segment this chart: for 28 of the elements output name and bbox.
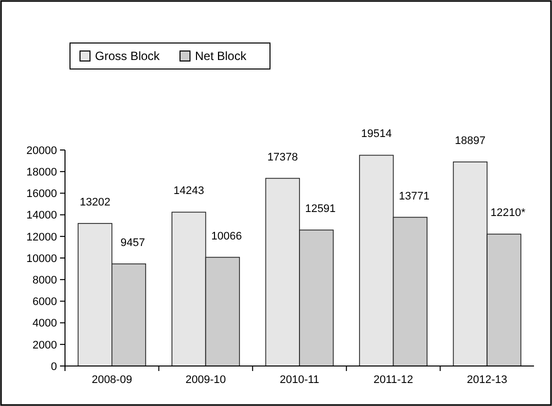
data-label: 19514 [361,128,392,140]
data-label: 13202 [80,196,110,208]
data-label: 18897 [454,134,486,147]
y-tick-label: 18000 [26,166,57,178]
y-tick-label: 10000 [26,252,57,265]
y-tick-label: 8000 [32,274,57,286]
x-tick-label: 2012-13 [466,374,508,386]
data-label: 12210* [490,207,526,220]
y-tick-label: 4000 [32,318,57,330]
y-tick-label: 6000 [32,296,57,308]
x-tick-label: 2008-09 [92,374,132,386]
y-tick-label: 12000 [26,231,57,244]
data-label: 10066 [211,230,242,242]
data-label: 9457 [120,236,146,249]
y-tick-label: 16000 [26,188,57,200]
y-tick-label: 0 [50,360,57,373]
legend-label: Net Block [195,49,248,64]
data-label: 13771 [398,190,430,202]
data-label: 12591 [305,203,336,216]
y-tick-label: 20000 [26,144,57,157]
legend-label: Gross Block [95,49,161,64]
x-tick-label: 2011-12 [374,374,414,386]
y-tick-label: 2000 [32,339,57,352]
data-label: 17378 [267,151,298,164]
x-tick-label: 2010-11 [280,374,320,386]
x-tick-label: 2009-10 [186,374,226,386]
y-tick-label: 14000 [26,210,57,222]
data-label: 14243 [174,185,204,198]
